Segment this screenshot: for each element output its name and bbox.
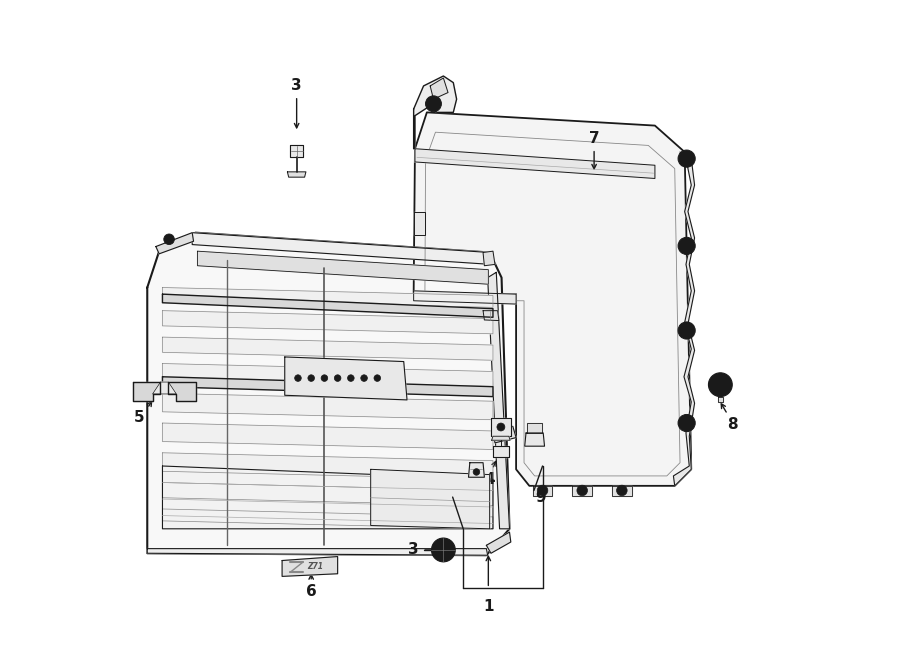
Polygon shape bbox=[430, 78, 448, 99]
Text: 9: 9 bbox=[536, 490, 546, 504]
Text: 6: 6 bbox=[306, 584, 317, 599]
Polygon shape bbox=[163, 364, 493, 390]
Polygon shape bbox=[197, 251, 489, 284]
Circle shape bbox=[678, 237, 695, 254]
Polygon shape bbox=[525, 433, 544, 446]
Circle shape bbox=[361, 375, 367, 381]
Text: Z71: Z71 bbox=[307, 562, 323, 571]
Text: 1: 1 bbox=[483, 600, 493, 614]
Polygon shape bbox=[290, 145, 303, 157]
Polygon shape bbox=[163, 483, 493, 506]
Polygon shape bbox=[415, 149, 655, 178]
Polygon shape bbox=[163, 311, 493, 334]
Polygon shape bbox=[163, 288, 493, 307]
Text: 3: 3 bbox=[409, 543, 419, 557]
Circle shape bbox=[164, 234, 175, 245]
Polygon shape bbox=[414, 76, 456, 149]
Polygon shape bbox=[486, 532, 511, 553]
Polygon shape bbox=[193, 233, 491, 264]
Polygon shape bbox=[163, 294, 493, 317]
Circle shape bbox=[321, 375, 328, 381]
Polygon shape bbox=[163, 423, 493, 449]
Circle shape bbox=[334, 375, 341, 381]
Polygon shape bbox=[153, 382, 176, 394]
Polygon shape bbox=[483, 251, 495, 266]
Circle shape bbox=[537, 485, 548, 496]
Circle shape bbox=[436, 543, 450, 557]
Polygon shape bbox=[483, 311, 499, 321]
Text: 3: 3 bbox=[292, 79, 302, 93]
Circle shape bbox=[473, 469, 480, 475]
Text: 7: 7 bbox=[589, 132, 599, 146]
Circle shape bbox=[716, 379, 725, 390]
Circle shape bbox=[616, 485, 627, 496]
Polygon shape bbox=[163, 393, 493, 420]
Polygon shape bbox=[612, 486, 632, 496]
Circle shape bbox=[374, 375, 381, 381]
Polygon shape bbox=[488, 272, 509, 529]
Polygon shape bbox=[491, 436, 510, 440]
Text: 4: 4 bbox=[484, 472, 495, 486]
Polygon shape bbox=[284, 357, 407, 400]
Polygon shape bbox=[493, 426, 516, 443]
Polygon shape bbox=[491, 418, 511, 436]
Text: 5: 5 bbox=[134, 410, 145, 425]
Circle shape bbox=[294, 375, 302, 381]
Circle shape bbox=[678, 322, 695, 339]
Polygon shape bbox=[163, 466, 493, 529]
Polygon shape bbox=[572, 486, 592, 496]
Circle shape bbox=[431, 538, 455, 562]
Text: 8: 8 bbox=[727, 417, 738, 432]
Polygon shape bbox=[673, 152, 695, 486]
Circle shape bbox=[308, 375, 314, 381]
Circle shape bbox=[347, 375, 355, 381]
Polygon shape bbox=[717, 397, 723, 402]
Polygon shape bbox=[163, 337, 493, 360]
Polygon shape bbox=[163, 377, 493, 397]
Polygon shape bbox=[527, 423, 542, 433]
Circle shape bbox=[678, 414, 695, 432]
Circle shape bbox=[678, 150, 695, 167]
Circle shape bbox=[577, 485, 588, 496]
Polygon shape bbox=[414, 291, 516, 304]
Polygon shape bbox=[493, 446, 508, 457]
Circle shape bbox=[426, 96, 441, 112]
Polygon shape bbox=[469, 463, 484, 477]
Polygon shape bbox=[163, 509, 493, 529]
Polygon shape bbox=[287, 172, 306, 177]
Polygon shape bbox=[156, 233, 194, 254]
Text: 2: 2 bbox=[441, 483, 452, 498]
Polygon shape bbox=[168, 382, 196, 401]
Polygon shape bbox=[282, 557, 338, 576]
Polygon shape bbox=[414, 112, 691, 486]
Polygon shape bbox=[148, 233, 509, 555]
Polygon shape bbox=[132, 382, 160, 401]
Polygon shape bbox=[414, 212, 425, 235]
Polygon shape bbox=[533, 486, 553, 496]
Polygon shape bbox=[371, 469, 490, 529]
Circle shape bbox=[497, 423, 505, 431]
Polygon shape bbox=[148, 549, 488, 555]
Polygon shape bbox=[163, 453, 493, 479]
Circle shape bbox=[708, 373, 733, 397]
